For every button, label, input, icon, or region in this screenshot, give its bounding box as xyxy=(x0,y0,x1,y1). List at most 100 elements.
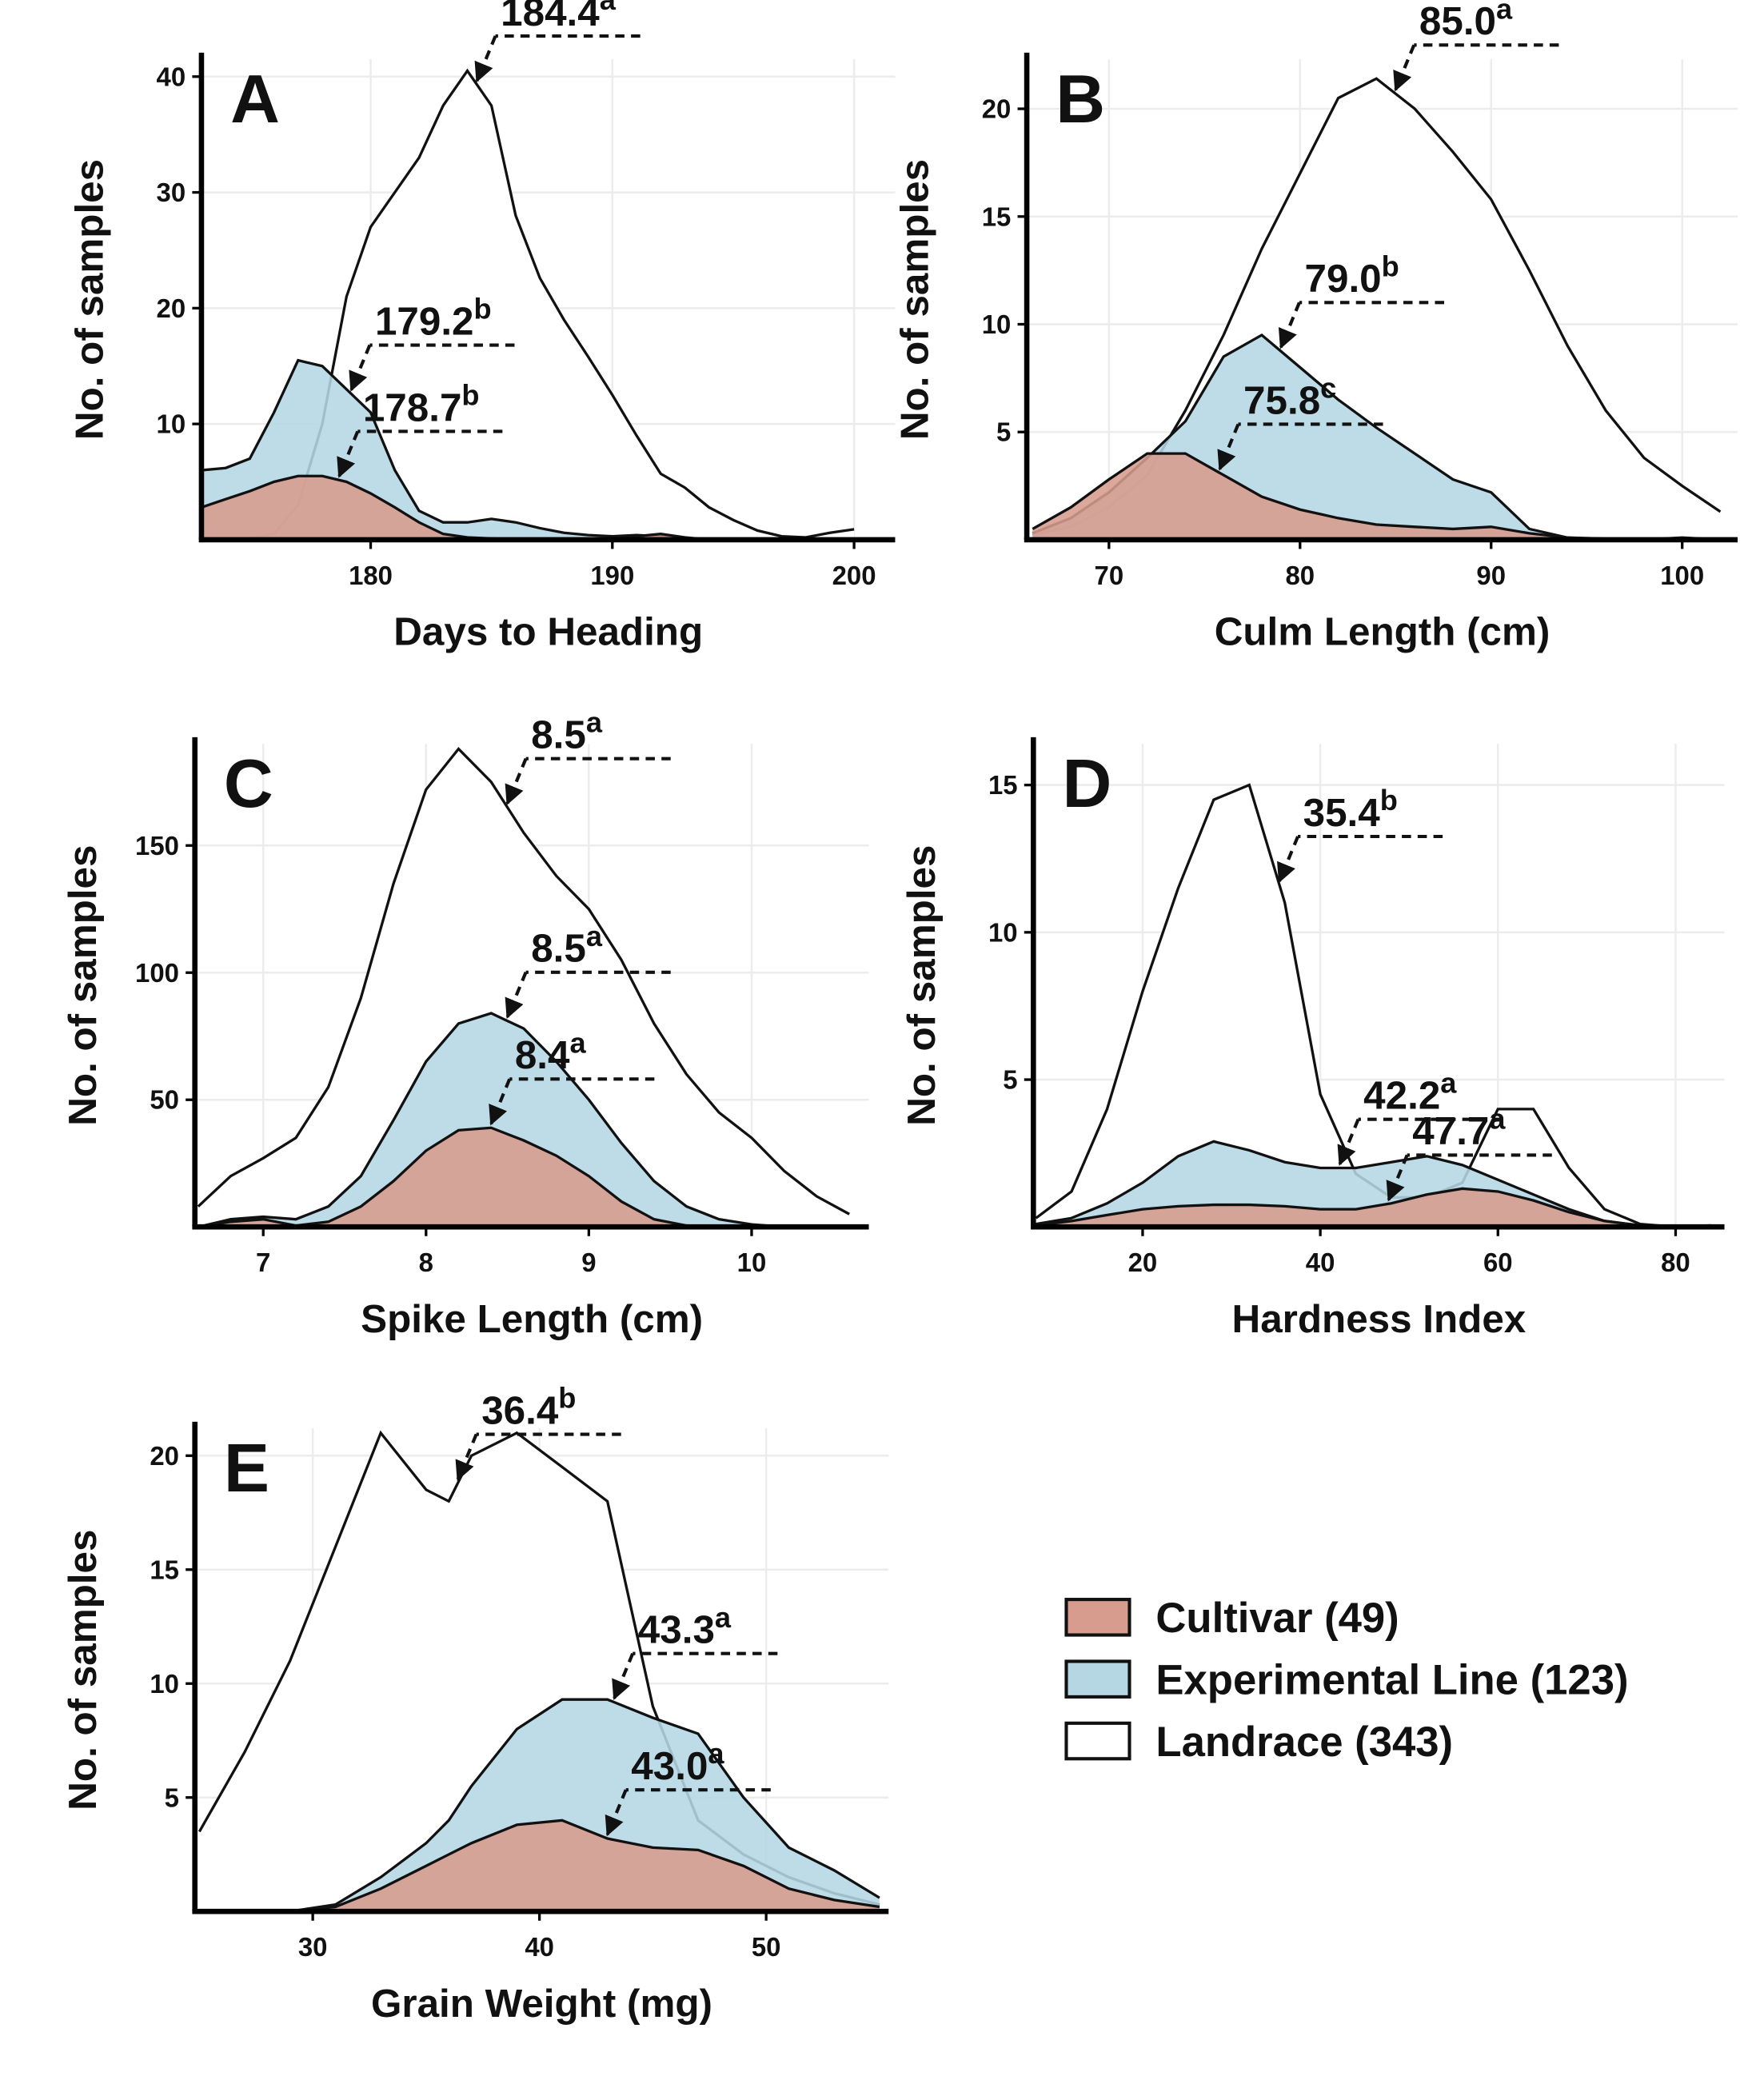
annotation-arrow xyxy=(455,1433,478,1481)
y-tick-label: 5 xyxy=(165,1783,179,1812)
annotation-letter: b xyxy=(461,379,479,412)
annotation: 184.4a xyxy=(501,0,617,34)
y-tick-label: 10 xyxy=(150,1669,179,1699)
annotation-value: 36.4 xyxy=(481,1388,559,1432)
density-area xyxy=(199,1432,880,1912)
y-axis-title: No. of samples xyxy=(61,845,105,1126)
y-tick-label: 20 xyxy=(982,94,1012,124)
density-area xyxy=(199,1820,880,1912)
x-tick-label: 70 xyxy=(1095,561,1124,590)
panel-letter: E xyxy=(224,1431,269,1507)
annotation: 179.2b xyxy=(375,293,492,344)
x-tick-label: 90 xyxy=(1476,561,1506,590)
annotation-value: 79.0 xyxy=(1305,257,1382,301)
annotation-letter: a xyxy=(586,920,603,952)
y-tick-label: 10 xyxy=(157,409,186,439)
x-axis-title: Days to Heading xyxy=(393,610,703,654)
x-tick-label: 9 xyxy=(581,1248,596,1277)
y-tick-label: 30 xyxy=(157,178,186,207)
y-tick-label: 15 xyxy=(982,202,1012,231)
annotation-value: 75.8 xyxy=(1243,378,1320,422)
annotation-value: 8.4 xyxy=(515,1033,570,1077)
annotation-arrow xyxy=(505,757,528,805)
annotation-arrow xyxy=(1277,836,1299,884)
x-tick-label: 80 xyxy=(1285,561,1315,590)
annotation-letter: a xyxy=(1496,0,1513,25)
annotation-value: 8.5 xyxy=(531,927,586,971)
annotation-letter: b xyxy=(1382,250,1399,282)
annotation: 79.0b xyxy=(1305,250,1399,301)
x-tick-label: 10 xyxy=(737,1248,767,1277)
annotation-letter: b xyxy=(474,293,492,325)
annotation: 75.8c xyxy=(1243,372,1336,423)
density-area xyxy=(1032,453,1721,540)
annotation-letter: b xyxy=(1380,784,1398,816)
annotation-arrow xyxy=(1393,44,1416,92)
annotation: 43.0a xyxy=(631,1737,724,1788)
legend-swatch xyxy=(1064,1721,1131,1761)
x-tick-label: 7 xyxy=(256,1248,270,1277)
annotation-arrow xyxy=(1337,1118,1360,1166)
x-tick-label: 200 xyxy=(832,561,876,590)
density-line xyxy=(199,1698,880,1913)
annotation-arrow xyxy=(605,1789,628,1837)
density-area xyxy=(198,1128,850,1228)
legend-label: Cultivar (49) xyxy=(1155,1595,1399,1642)
density-line xyxy=(1036,1187,1711,1228)
annotation-letter: a xyxy=(600,0,617,16)
y-tick-label: 50 xyxy=(150,1085,179,1115)
legend-label: Experimental Line (123) xyxy=(1155,1657,1628,1704)
panel: 180 190 200 10 20 30 40 Days to Heading No. of s… xyxy=(67,0,896,654)
x-tick-label: 50 xyxy=(752,1932,781,1962)
legend-label: Landrace (343) xyxy=(1155,1719,1453,1766)
panel: 70 80 90 100 5 10 15 20 Culm Length (cm) No. of s… xyxy=(893,0,1738,654)
x-axis-title: Hardness Index xyxy=(1232,1297,1527,1341)
panel-letter: B xyxy=(1056,62,1105,138)
annotation-letter: a xyxy=(586,706,603,739)
x-tick-label: 190 xyxy=(590,561,634,590)
annotation-letter: b xyxy=(558,1382,576,1415)
x-tick-label: 20 xyxy=(1128,1248,1158,1277)
annotation: 36.4b xyxy=(481,1382,576,1433)
y-tick-label: 10 xyxy=(988,917,1018,947)
x-tick-label: 30 xyxy=(298,1932,328,1962)
annotation-letter: a xyxy=(1440,1067,1457,1100)
y-tick-label: 150 xyxy=(135,831,179,860)
annotation-letter: a xyxy=(715,1601,732,1634)
y-tick-label: 100 xyxy=(135,958,179,988)
annotation-value: 42.2 xyxy=(1363,1073,1440,1117)
x-tick-label: 180 xyxy=(349,561,393,590)
annotation: 42.2a xyxy=(1363,1067,1457,1118)
annotation-value: 85.0 xyxy=(1419,0,1496,43)
y-tick-label: 40 xyxy=(157,62,186,91)
density-line xyxy=(198,1012,850,1228)
y-tick-label: 10 xyxy=(982,309,1012,339)
annotation: 35.4b xyxy=(1303,784,1398,835)
y-tick-label: 20 xyxy=(150,1441,179,1471)
x-tick-label: 100 xyxy=(1660,561,1704,590)
density-area xyxy=(198,749,850,1228)
y-tick-label: 15 xyxy=(988,770,1018,800)
panel-letter: C xyxy=(224,746,273,822)
y-axis-title: No. of samples xyxy=(893,159,937,440)
x-tick-label: 40 xyxy=(1306,1248,1335,1277)
y-axis-title: No. of samples xyxy=(67,159,111,440)
y-tick-label: 20 xyxy=(157,293,186,323)
x-axis-title: Spike Length (cm) xyxy=(361,1297,703,1341)
x-axis-title: Grain Weight (mg) xyxy=(371,1982,712,2026)
annotation-value: 35.4 xyxy=(1303,791,1381,835)
annotation-arrow xyxy=(489,1078,512,1126)
panel-letter: D xyxy=(1063,746,1112,822)
panel: 30 40 50 5 10 15 20 Grain Weight (mg) No. of sam… xyxy=(61,1382,889,2026)
x-axis-title: Culm Length (cm) xyxy=(1215,610,1550,654)
density-area xyxy=(1036,784,1711,1228)
annotation-value: 179.2 xyxy=(375,299,474,343)
annotation: 8.5a xyxy=(531,706,603,757)
legend-swatch xyxy=(1064,1659,1131,1699)
annotation-value: 178.7 xyxy=(363,385,462,429)
density-line xyxy=(197,747,850,1216)
annotation-letter: a xyxy=(708,1737,724,1770)
annotation: 178.7b xyxy=(363,379,480,430)
annotation-letter: c xyxy=(1320,372,1336,405)
